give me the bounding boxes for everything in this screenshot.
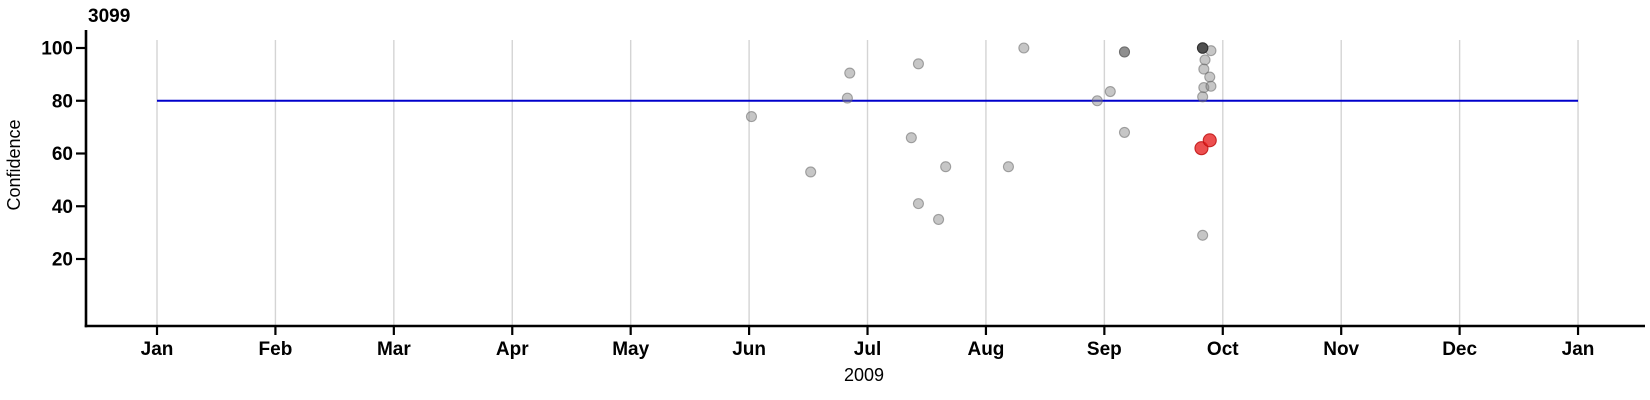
y-tick-label: 40 bbox=[52, 197, 73, 218]
x-tick-label: Dec bbox=[1442, 339, 1477, 360]
data-point-gray bbox=[912, 58, 924, 70]
data-point-gray bbox=[933, 213, 945, 225]
x-tick-label: Feb bbox=[259, 339, 293, 360]
y-tick-label: 80 bbox=[52, 91, 73, 112]
data-point-gray bbox=[745, 111, 758, 123]
data-point-gray bbox=[1204, 71, 1216, 83]
gridline-layer bbox=[156, 40, 1579, 325]
data-point-gray bbox=[844, 67, 856, 79]
x-tick-label: May bbox=[612, 339, 649, 360]
y-tick-label: 100 bbox=[41, 39, 73, 60]
x-tick-label: Jul bbox=[854, 339, 881, 360]
y-tick-label: 60 bbox=[52, 144, 73, 165]
data-point-gray bbox=[1199, 54, 1211, 66]
x-tick-label: Sep bbox=[1087, 339, 1122, 360]
data-point-medium bbox=[1118, 46, 1131, 58]
data-point-gray bbox=[1205, 80, 1217, 92]
x-tick-label: Mar bbox=[377, 339, 411, 360]
y-axis-title: Confidence bbox=[4, 119, 24, 210]
data-point-gray bbox=[1118, 126, 1131, 138]
data-point-gray bbox=[1198, 63, 1210, 75]
data-point-gray bbox=[1018, 42, 1030, 54]
data-point-gray bbox=[1197, 91, 1209, 103]
data-point-gray bbox=[841, 92, 853, 104]
data-point-gray bbox=[1091, 95, 1103, 107]
scatter-points-layer bbox=[745, 42, 1217, 241]
data-point-dark bbox=[1196, 42, 1209, 54]
data-point-gray bbox=[1002, 161, 1014, 173]
x-tick-label: Aug bbox=[967, 339, 1004, 360]
data-point-gray bbox=[912, 198, 924, 210]
data-point-red bbox=[1202, 133, 1217, 148]
data-point-gray bbox=[905, 132, 917, 144]
data-point-gray bbox=[940, 161, 952, 173]
x-tick-label: Jun bbox=[732, 339, 766, 360]
data-point-gray bbox=[1197, 229, 1209, 241]
x-axis-year-label: 2009 bbox=[844, 365, 884, 385]
axis-layer: 20 40 60 80 100 Jan Feb Mar Apr May Jun Jul Aug Sep Oc… bbox=[41, 30, 1645, 360]
x-tick-label: Jan bbox=[1562, 339, 1595, 360]
x-tick-label: Jan bbox=[141, 339, 174, 360]
data-point-gray bbox=[805, 166, 817, 178]
x-tick-label: Oct bbox=[1207, 339, 1239, 360]
x-tick-label: Apr bbox=[496, 339, 529, 360]
chart-title: 3099 bbox=[88, 6, 130, 27]
y-tick-label: 20 bbox=[52, 250, 73, 271]
data-point-gray bbox=[1104, 85, 1116, 98]
x-tick-label: Nov bbox=[1323, 339, 1359, 360]
